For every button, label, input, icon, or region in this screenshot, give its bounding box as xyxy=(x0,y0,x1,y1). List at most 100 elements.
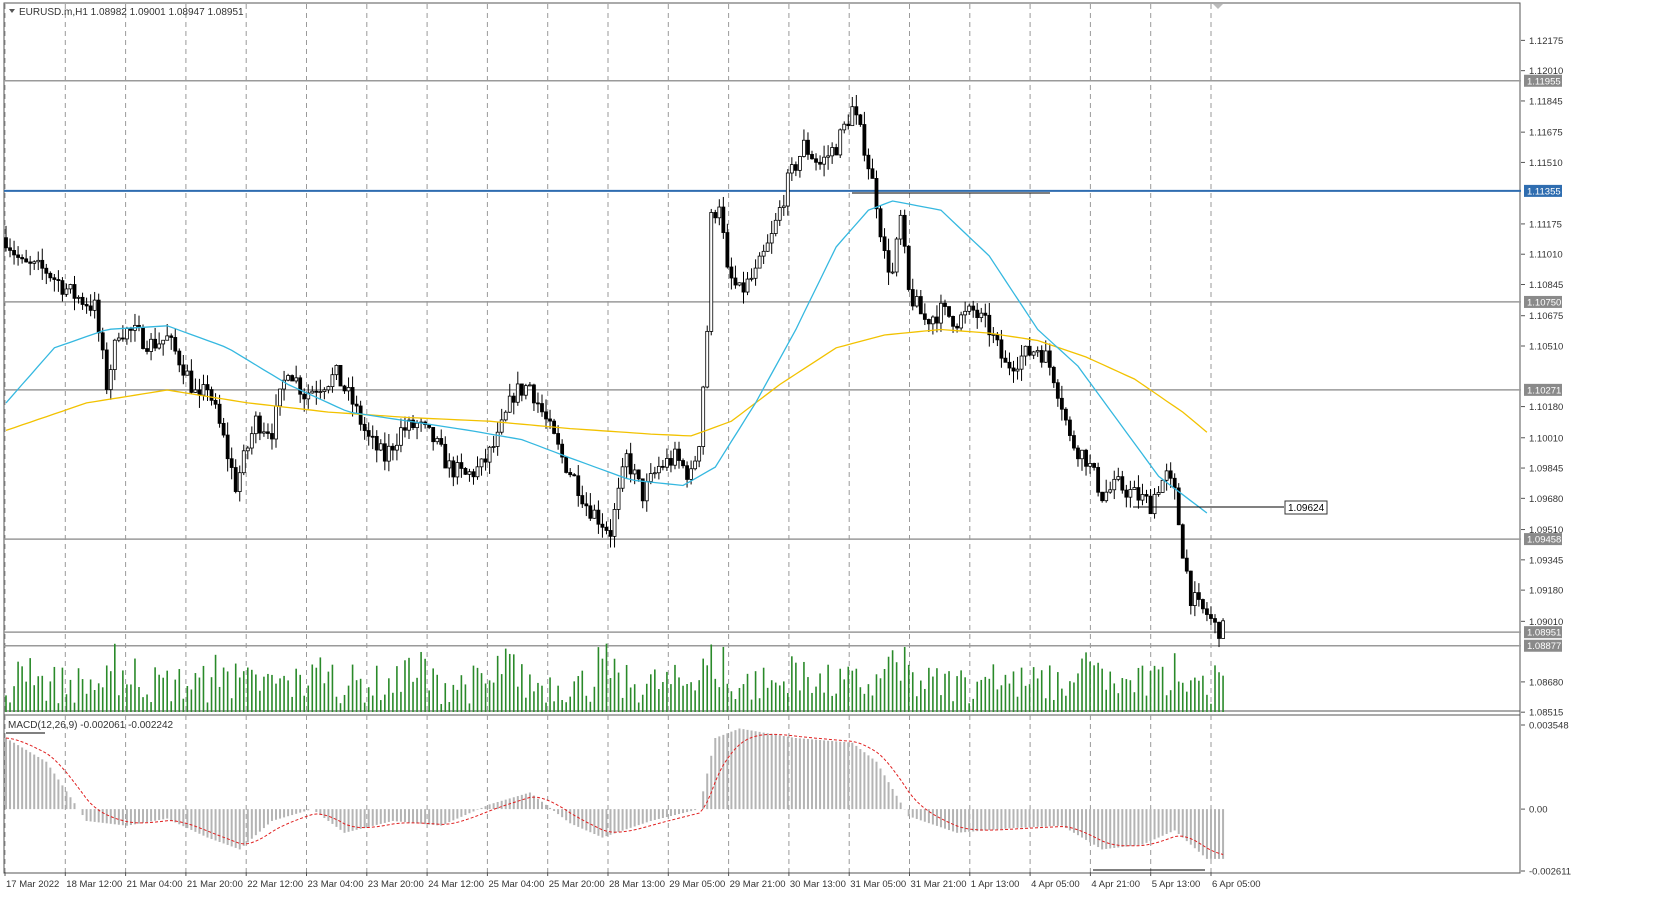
candle-body xyxy=(1023,345,1028,357)
symbol-info: EURUSD.m,H1 1.08982 1.09001 1.08947 1.08… xyxy=(19,7,244,18)
candle-body xyxy=(463,468,468,475)
candle-body xyxy=(1120,476,1125,491)
time-tick-label: 6 Apr 05:00 xyxy=(1212,879,1261,890)
candle-body xyxy=(125,328,129,340)
time-tick-label: 4 Apr 05:00 xyxy=(1031,879,1080,890)
candle-body xyxy=(777,207,782,221)
candle-body xyxy=(1039,350,1044,363)
candle-body xyxy=(725,232,730,268)
candle-body xyxy=(1051,366,1056,384)
candle-body xyxy=(588,505,593,519)
candle-body xyxy=(20,257,25,260)
candle-body xyxy=(741,282,746,293)
macd-tick-label: -0.002611 xyxy=(1529,867,1571,878)
candle-body xyxy=(523,385,528,396)
candle-body xyxy=(765,242,770,252)
candle-body xyxy=(705,331,710,388)
chevron-down-icon[interactable] xyxy=(9,9,15,13)
candle-body xyxy=(983,312,988,316)
candle-body xyxy=(334,364,339,376)
candle-body xyxy=(898,214,903,240)
candle-body xyxy=(842,123,847,131)
candle-body xyxy=(1007,361,1012,369)
candle-body xyxy=(999,339,1004,359)
candle-body xyxy=(116,337,121,341)
candle-body xyxy=(84,304,89,307)
macd-signal-line xyxy=(5,733,1224,855)
candle-body xyxy=(366,430,371,437)
candle-body xyxy=(894,238,899,273)
candle-body xyxy=(519,383,524,396)
candle-body xyxy=(1088,463,1092,467)
candle-body xyxy=(1128,489,1133,498)
candle-body xyxy=(282,379,286,390)
candle-body xyxy=(358,405,363,425)
candle-body xyxy=(233,467,238,492)
candle-body xyxy=(624,453,629,468)
candle-body xyxy=(673,448,677,466)
price-level-tag-label: 1.08951 xyxy=(1527,628,1561,639)
shift-marker-icon[interactable] xyxy=(1213,4,1223,9)
candle-body xyxy=(584,503,589,507)
candle-body xyxy=(677,448,681,461)
candle-body xyxy=(878,208,883,238)
candle-body xyxy=(822,156,826,165)
candle-body xyxy=(818,161,822,165)
candle-body xyxy=(100,332,105,351)
candle-body xyxy=(314,390,319,393)
price-level-tag xyxy=(1524,626,1562,639)
candle-body xyxy=(229,458,234,468)
candle-body xyxy=(338,364,343,387)
candle-body xyxy=(975,309,980,318)
candle-body xyxy=(274,405,278,440)
chart-frame xyxy=(3,2,1521,874)
candle-body xyxy=(322,389,327,392)
candle-body xyxy=(781,205,786,208)
candle-body xyxy=(1108,489,1113,493)
grid xyxy=(4,4,1212,872)
candle-body xyxy=(568,472,573,476)
candle-body xyxy=(1059,397,1064,410)
price-tick-label: 1.10010 xyxy=(1529,433,1563,444)
candle-body xyxy=(733,277,738,286)
candle-body xyxy=(36,259,41,263)
candle-body xyxy=(1003,357,1008,363)
candle-body xyxy=(447,460,452,469)
candle-body xyxy=(580,495,585,505)
candle-body xyxy=(931,316,935,325)
candle-body xyxy=(479,458,484,468)
candle-body xyxy=(12,250,16,256)
candle-body xyxy=(346,387,351,392)
volume-bars xyxy=(5,643,1224,712)
price-axis: 1.12175 1.12010 1.11845 1.11675 1.11510 1.111… xyxy=(1521,36,1571,878)
candle-body xyxy=(1019,355,1024,370)
price-level-tag xyxy=(1524,74,1562,87)
moving-averages xyxy=(5,200,1208,514)
candle-body xyxy=(717,206,722,219)
candle-body xyxy=(640,478,645,502)
price-level-tag-label: 1.11955 xyxy=(1527,76,1561,87)
price-level-tag-label: 1.09458 xyxy=(1527,535,1561,546)
price-tick-label: 1.09010 xyxy=(1529,617,1563,628)
candle-body xyxy=(1184,557,1189,572)
price-level-tag-label: 1.08877 xyxy=(1527,641,1561,652)
candle-body xyxy=(471,471,476,478)
candle-body xyxy=(785,172,790,207)
candle-body xyxy=(209,389,214,401)
candle-body xyxy=(511,395,516,403)
time-tick-label: 23 Mar 04:00 xyxy=(308,879,364,890)
candle-body xyxy=(987,314,992,336)
price-tick-label: 1.10510 xyxy=(1529,341,1563,352)
candle-body xyxy=(302,393,307,400)
candle-body xyxy=(1112,478,1117,491)
price-tick-label: 1.11510 xyxy=(1529,158,1563,169)
candle-body xyxy=(483,458,488,463)
candle-body xyxy=(834,147,839,156)
candle-body xyxy=(1221,620,1225,639)
price-level-tag xyxy=(1524,184,1562,197)
candle-body xyxy=(1084,449,1088,467)
candle-body xyxy=(169,335,174,338)
candle-body xyxy=(88,305,93,311)
